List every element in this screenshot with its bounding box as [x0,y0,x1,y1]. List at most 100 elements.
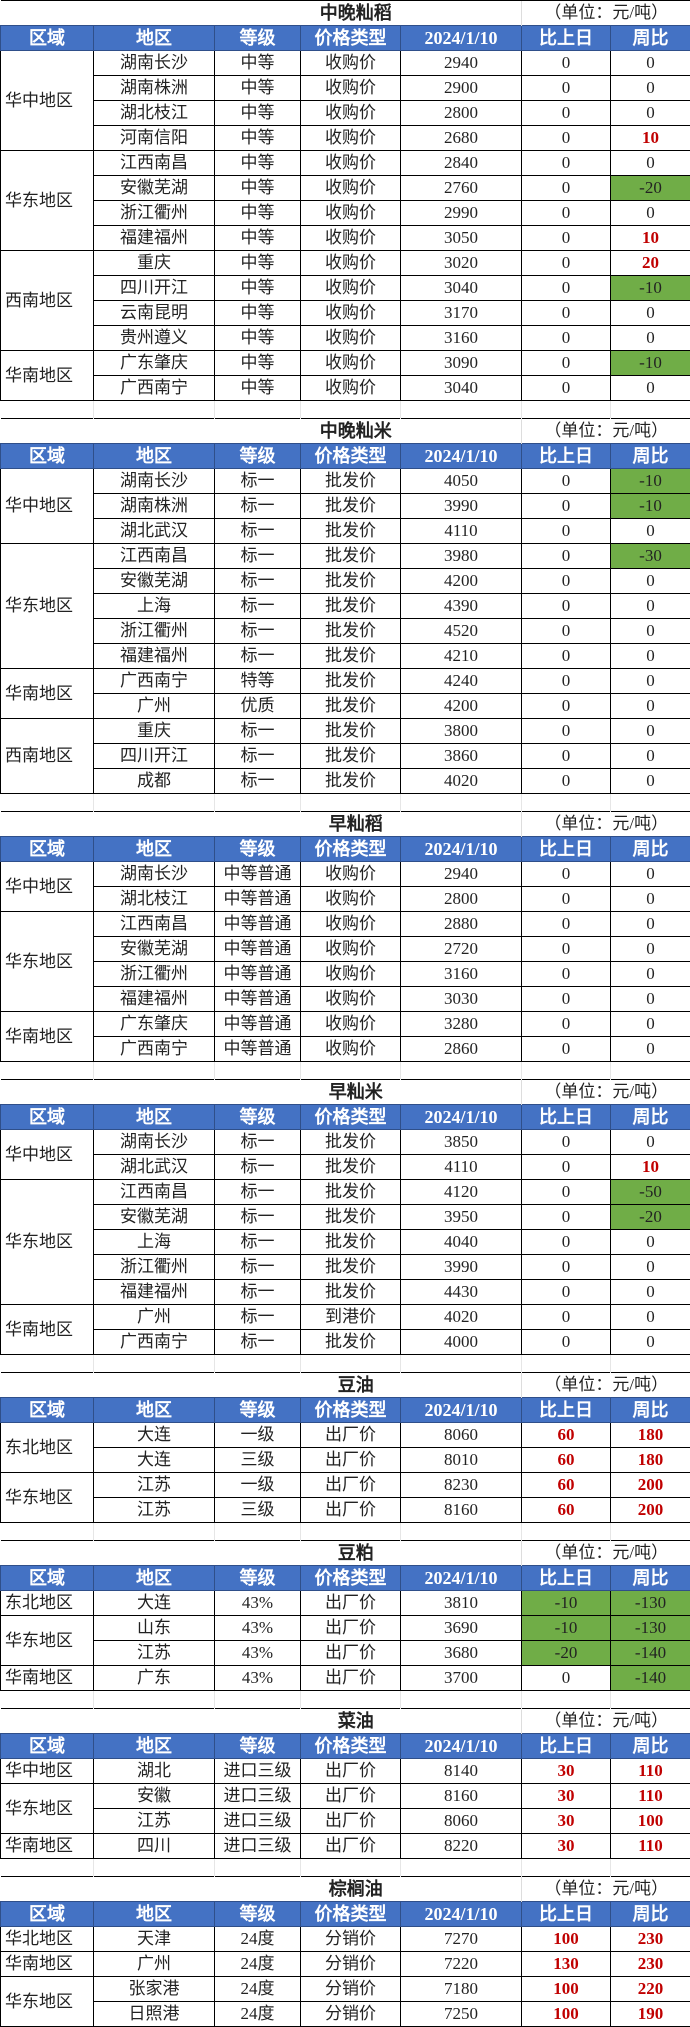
empty-cell [93,1690,215,1709]
area-cell: 江西南昌 [93,543,215,569]
week-change-cell: 230 [609,1926,690,1952]
empty-cell [609,1354,690,1373]
table-row: 华东地区 江西南昌 中等普通 收购价 2880 0 0 [0,911,690,1012]
grade-cell: 标一 [214,468,301,494]
day-change-cell: 0 [521,986,611,1012]
week-change-cell: 0 [609,718,690,744]
grade-cell: 标一 [214,518,301,544]
price-cell: 3160 [400,961,522,987]
area-cell: 江西南昌 [93,911,215,937]
price-type-cell: 批发价 [300,743,401,769]
region-cell: 华东地区 [0,1179,94,1305]
day-change-cell: 0 [521,175,611,201]
grade-cell: 中等 [214,225,301,251]
price-type-cell: 出厂价 [300,1808,401,1834]
table-row: 福建福州 标一 批发价 4210 0 0 [1,643,690,669]
price-type-cell: 出厂价 [300,1590,401,1616]
spacer-row [0,1522,690,1541]
price-type-cell: 收购价 [300,300,401,326]
table-row: 广州 优质 批发价 4200 0 0 [1,693,690,719]
empty-cell [521,1354,611,1373]
unit-label: （单位：元/吨） [520,1540,690,1566]
week-change-cell: 0 [609,768,690,794]
day-change-cell: 0 [521,1665,611,1691]
column-header-grade: 等级 [214,1901,301,1927]
grade-cell: 24度 [214,1976,301,2002]
price-cell: 2990 [400,200,522,226]
column-header-grade: 等级 [214,443,301,469]
price-type-cell: 批发价 [300,593,401,619]
table-row: 成都 标一 批发价 4020 0 0 [1,768,690,794]
price-type-cell: 收购价 [300,911,401,937]
column-header-region: 区域 [0,443,94,469]
table-row: 东北地区 大连 43% 出厂价 3810 -10 -130 [0,1590,690,1616]
grade-cell: 中等普通 [214,1011,301,1037]
region-cell: 华南地区 [0,668,94,719]
price-type-cell: 收购价 [300,936,401,962]
day-change-cell: 0 [521,493,611,519]
price-cell: 3990 [400,1254,522,1280]
week-change-cell: -130 [609,1590,690,1616]
week-change-cell: 0 [609,986,690,1012]
grade-cell: 标一 [214,1204,301,1230]
grade-cell: 43% [214,1665,301,1691]
table-row: 江苏 43% 出厂价 3680 -20 -140 [1,1640,690,1666]
price-type-cell: 出厂价 [300,1783,401,1809]
table-row: 大连 三级 出厂价 8010 60 180 [1,1447,690,1473]
table-row: 华中地区 湖北 进口三级 出厂价 8140 30 110 [0,1758,690,1784]
week-change-cell: 100 [609,1808,690,1834]
week-change-cell: 230 [609,1951,690,1977]
empty-cell [521,400,611,419]
day-change-cell: 0 [521,375,611,401]
area-cell: 四川开江 [93,743,215,769]
empty-cell [214,400,301,419]
table-header-row: 区域 地区 等级 价格类型 2024/1/10 比上日 周比 [0,1397,690,1423]
area-cell: 广州 [93,1304,215,1330]
column-header-area: 地区 [93,1733,215,1759]
unit-label: （单位：元/吨） [520,418,690,444]
week-change-cell: 180 [609,1447,690,1473]
area-cell: 湖南长沙 [93,468,215,494]
table-row: 云南昆明 中等 收购价 3170 0 0 [1,300,690,326]
column-header-price: 2024/1/10 [400,836,522,862]
grade-cell: 中等普通 [214,936,301,962]
price-type-cell: 批发价 [300,1254,401,1280]
area-cell: 江西南昌 [93,1179,215,1205]
table-row: 江苏 三级 出厂价 8160 60 200 [1,1497,690,1523]
table-header-row: 区域 地区 等级 价格类型 2024/1/10 比上日 周比 [0,1733,690,1759]
price-type-cell: 分销价 [300,1951,401,1977]
price-cell: 8220 [400,1833,522,1859]
grade-cell: 进口三级 [214,1758,301,1784]
grade-cell: 三级 [214,1447,301,1473]
empty-cell [521,1858,611,1877]
table-title: 中晚籼稻 [0,0,522,26]
week-change-cell: 0 [609,1279,690,1305]
table-title-row: 早籼米 （单位：元/吨） [0,1079,690,1105]
grade-cell: 一级 [214,1472,301,1498]
day-change-cell: 60 [521,1497,611,1523]
column-header-grade: 等级 [214,1397,301,1423]
table-row: 广西南宁 标一 批发价 4000 0 0 [1,1329,690,1355]
empty-cell [300,1522,401,1541]
table-header-row: 区域 地区 等级 价格类型 2024/1/10 比上日 周比 [0,443,690,469]
empty-cell [400,793,522,812]
price-cell: 3700 [400,1665,522,1691]
table-header-row: 区域 地区 等级 价格类型 2024/1/10 比上日 周比 [0,1901,690,1927]
grade-cell: 中等 [214,100,301,126]
spacer-row [0,1690,690,1709]
grade-cell: 中等 [214,300,301,326]
table-row: 贵州遵义 中等 收购价 3160 0 0 [1,325,690,351]
empty-cell [400,1858,522,1877]
area-cell: 重庆 [93,718,215,744]
area-cell: 浙江衢州 [93,618,215,644]
table-row: 湖北枝江 中等 收购价 2800 0 0 [1,100,690,126]
column-header-price: 2024/1/10 [400,1397,522,1423]
day-change-cell: 0 [521,1204,611,1230]
table-row: 华中地区 湖南长沙 中等普通 收购价 2940 0 0 [0,861,690,912]
price-cell: 8060 [400,1422,522,1448]
price-type-cell: 出厂价 [300,1447,401,1473]
price-type-cell: 收购价 [300,1011,401,1037]
grade-cell: 中等 [214,175,301,201]
price-type-cell: 批发价 [300,1204,401,1230]
